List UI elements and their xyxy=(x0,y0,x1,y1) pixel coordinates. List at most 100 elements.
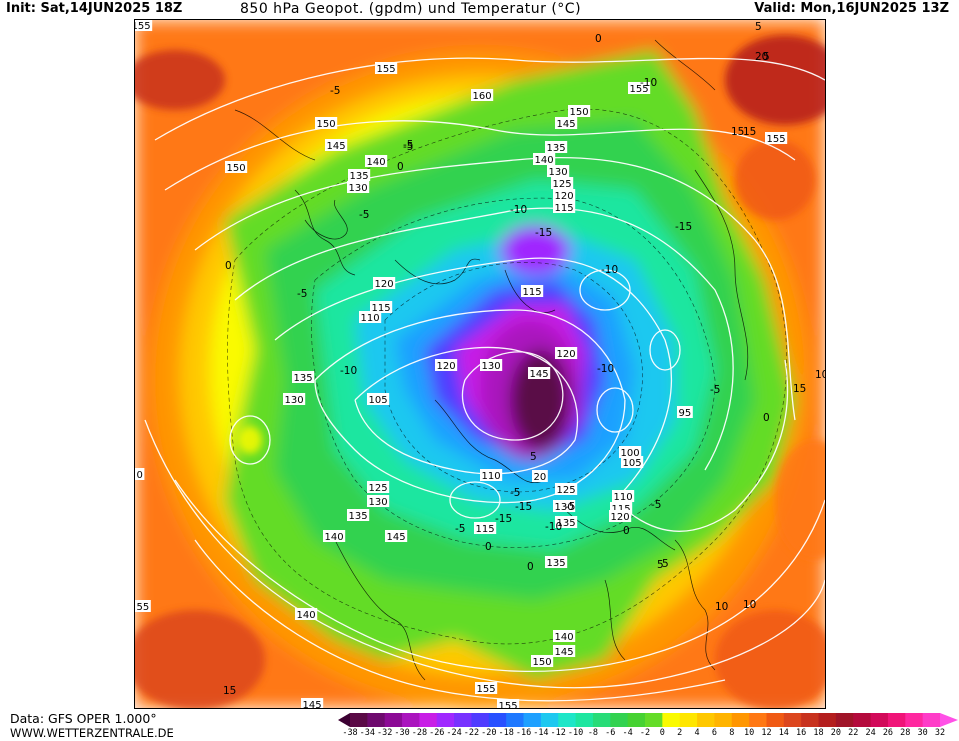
geopotential-label: 155 xyxy=(628,82,651,95)
colorbar-tick-label: -26 xyxy=(429,728,445,738)
geopotential-label: 150 xyxy=(315,117,338,130)
data-source: Data: GFS OPER 1.000° xyxy=(10,711,157,726)
geopotential-label: 155 xyxy=(765,132,788,145)
colorbar-tick-label: 18 xyxy=(813,728,824,738)
svg-text:135: 135 xyxy=(547,558,566,569)
geopotential-label: 150 xyxy=(531,655,554,668)
geopotential-label: 100 xyxy=(619,446,642,459)
colorbar-swatch xyxy=(488,713,507,727)
temperature-label: -10 xyxy=(601,264,618,276)
svg-text:130: 130 xyxy=(285,395,304,406)
geopotential-label: 130 xyxy=(283,393,306,406)
temperature-label: -10 xyxy=(597,363,614,375)
svg-text:140: 140 xyxy=(535,155,554,166)
temperature-labels: -505-10-15-10-50-50-15-10-5-10-15-5-10-5… xyxy=(223,21,825,697)
geopotential-label: 115 xyxy=(553,201,576,214)
colorbar-tick-label: 14 xyxy=(778,728,789,738)
valid-time: Valid: Mon,16JUN2025 13Z xyxy=(754,1,949,16)
temperature-label: -5 xyxy=(330,85,340,97)
svg-text:130: 130 xyxy=(369,497,388,508)
svg-text:115: 115 xyxy=(612,504,631,515)
chart-title: 850 hPa Geopot. (gpdm) und Temperatur (°… xyxy=(240,1,582,17)
website-label: WWW.WETTERZENTRALE.DE xyxy=(10,726,174,740)
geopotential-label: 55 xyxy=(135,600,151,613)
temperature-label: -5 xyxy=(403,139,413,151)
svg-text:0: 0 xyxy=(137,470,143,481)
svg-text:160: 160 xyxy=(473,91,492,102)
geopotential-label: 120 xyxy=(553,189,576,202)
geopotential-label: 110 xyxy=(612,490,635,503)
svg-text:145: 145 xyxy=(387,532,406,543)
svg-text:135: 135 xyxy=(294,373,313,384)
geopotential-labels: 1551551551551601501501501451451401351301… xyxy=(135,20,788,708)
geopotential-label: 130 xyxy=(547,165,570,178)
geopotential-label: 120 xyxy=(555,347,578,360)
colorbar-tick-label: -30 xyxy=(394,728,410,738)
geopotential-label: 110 xyxy=(359,311,382,324)
colorbar-tick-label: -28 xyxy=(411,728,428,738)
geopotential-label: 20 xyxy=(532,470,548,483)
svg-text:140: 140 xyxy=(555,632,574,643)
temperature-label: -5 xyxy=(710,384,720,396)
colorbar-tick-label: -4 xyxy=(622,728,633,738)
svg-text:150: 150 xyxy=(317,119,336,130)
map-canvas: 1551551551551601501501501451451401351301… xyxy=(135,20,825,708)
colorbar-swatch xyxy=(575,713,594,727)
colorbar-tick-label: -6 xyxy=(605,728,616,738)
svg-text:130: 130 xyxy=(555,502,574,513)
geopotential-label: 150 xyxy=(568,105,591,118)
temperature-label: 5 xyxy=(657,559,664,571)
geopotential-label: 135 xyxy=(555,516,578,529)
colorbar-tick-label: -8 xyxy=(587,728,599,738)
colorbar-swatch xyxy=(731,713,750,727)
colorbar-tick-label: 20 xyxy=(830,728,841,738)
svg-text:150: 150 xyxy=(533,657,552,668)
geopotential-label: 145 xyxy=(325,139,348,152)
temperature-label: -10 xyxy=(640,77,657,89)
temperature-label: -15 xyxy=(675,221,692,233)
geopotential-label: 145 xyxy=(301,698,324,708)
svg-text:115: 115 xyxy=(555,203,574,214)
geopotential-label: 130 xyxy=(347,181,370,194)
colorbar-swatch xyxy=(419,713,438,727)
svg-text:115: 115 xyxy=(476,524,495,535)
colorbar-tick-label: 12 xyxy=(761,728,772,738)
colorbar-tick-label: 8 xyxy=(729,728,735,738)
temperature-label: 5 xyxy=(662,558,669,570)
geopotential-label: 155 xyxy=(475,682,498,695)
geopotential-label: 0 xyxy=(135,468,145,481)
colorbar-tick-label: -32 xyxy=(377,728,393,738)
colorbar-tick-label: 30 xyxy=(917,728,928,738)
geopotential-label: 155 xyxy=(135,20,153,32)
colorbar-tick-label: -24 xyxy=(446,728,462,738)
colorbar-swatch xyxy=(627,713,646,727)
colorbar-tick-label: -20 xyxy=(481,728,497,738)
geopotential-label: 145 xyxy=(555,117,578,130)
geopotential-label: 135 xyxy=(545,141,568,154)
geopotential-label: 130 xyxy=(553,500,576,513)
temperature-colorbar xyxy=(338,713,958,727)
colorbar-tick-label: 24 xyxy=(865,728,876,738)
colorbar-swatch xyxy=(697,713,715,727)
temperature-label: -5 xyxy=(455,523,465,535)
geopotential-label: 115 xyxy=(370,301,393,314)
colorbar-swatch xyxy=(835,713,854,727)
svg-text:125: 125 xyxy=(557,485,576,496)
svg-text:120: 120 xyxy=(557,349,576,360)
geopotential-label: 95 xyxy=(677,406,693,419)
temperature-label: -5 xyxy=(565,501,575,513)
colorbar-swatch xyxy=(558,713,576,727)
svg-text:155: 155 xyxy=(767,134,786,145)
temperature-label: 0 xyxy=(485,541,492,553)
geopotential-label: 125 xyxy=(551,177,574,190)
temperature-label: 5 xyxy=(530,451,537,463)
geopotential-label: 105 xyxy=(621,456,644,469)
geopotential-label: 120 xyxy=(609,510,632,523)
geopotential-label: 160 xyxy=(471,89,494,102)
colorbar-tick-label: -12 xyxy=(550,728,566,738)
geopotential-label: 140 xyxy=(295,608,318,621)
colorbar-swatch xyxy=(523,713,542,727)
temperature-label: 5 xyxy=(763,51,770,63)
temperature-label: 20 xyxy=(755,51,768,63)
svg-text:155: 155 xyxy=(499,701,518,708)
